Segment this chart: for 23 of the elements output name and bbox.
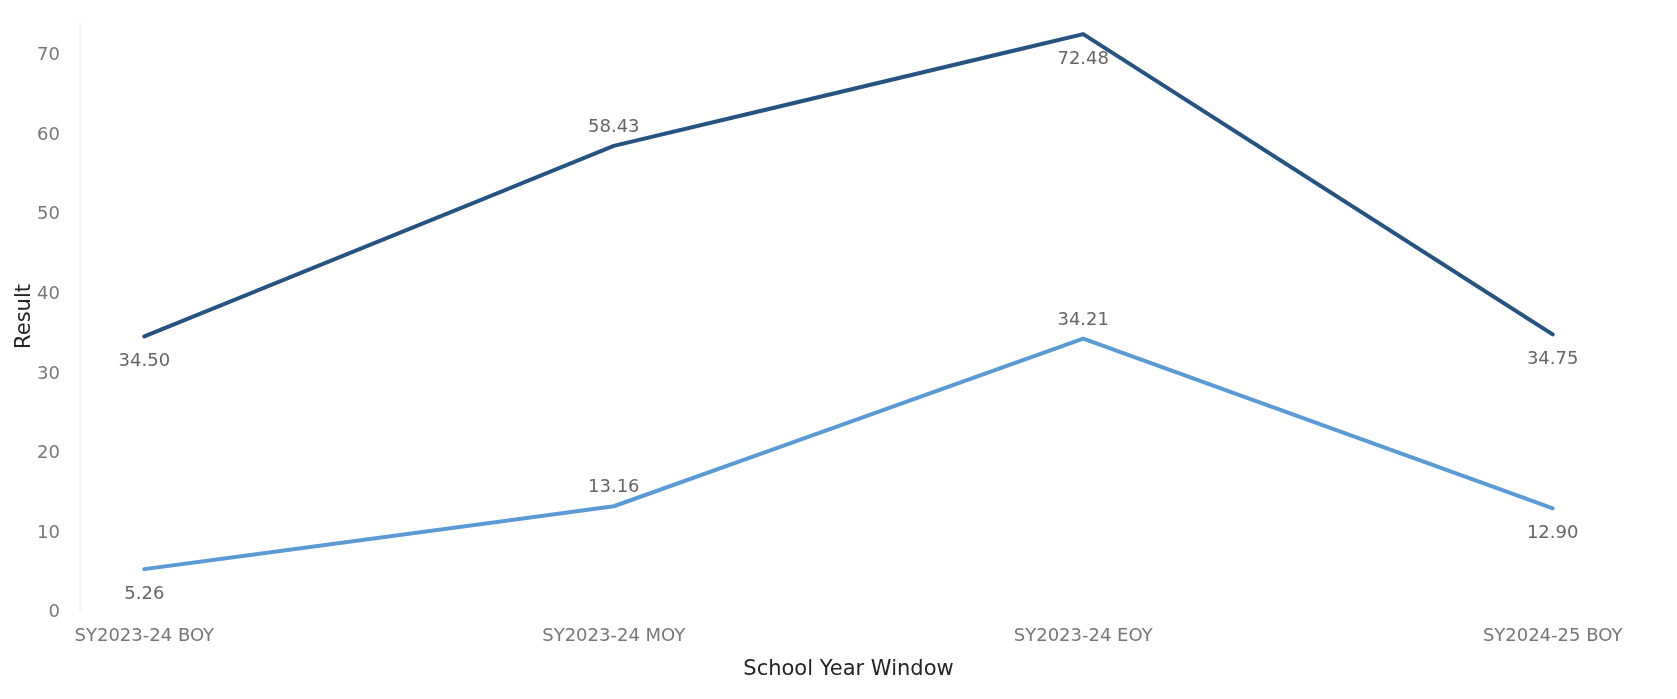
x-tick-label: SY2023-24 MOY bbox=[542, 624, 687, 645]
y-tick-label: 20 bbox=[37, 441, 60, 463]
y-tick-label: 40 bbox=[37, 281, 60, 303]
y-tick-label: 30 bbox=[37, 361, 60, 383]
data-label: 58.43 bbox=[588, 114, 640, 136]
y-tick-label: 70 bbox=[37, 43, 60, 65]
x-tick-label: SY2024-25 BOY bbox=[1482, 624, 1624, 645]
x-tick-label: SY2023-24 BOY bbox=[74, 624, 216, 645]
y-tick-label: 0 bbox=[48, 600, 60, 622]
data-label: 13.16 bbox=[588, 475, 640, 497]
y-axis-title: Result bbox=[11, 284, 35, 349]
data-label: 34.21 bbox=[1057, 307, 1109, 329]
x-tick-label: SY2023-24 EOY bbox=[1013, 624, 1154, 645]
data-label: 34.50 bbox=[118, 349, 171, 371]
x-axis-title: School Year Window bbox=[743, 656, 954, 680]
line-series bbox=[142, 32, 1555, 339]
data-label: 34.75 bbox=[1526, 347, 1579, 369]
data-label: 5.26 bbox=[124, 582, 165, 604]
y-tick-label: 50 bbox=[37, 202, 60, 224]
data-label: 72.48 bbox=[1057, 47, 1109, 69]
data-label: 12.90 bbox=[1526, 521, 1579, 543]
y-tick-label: 10 bbox=[37, 520, 60, 542]
y-tick-label: 60 bbox=[37, 122, 60, 144]
